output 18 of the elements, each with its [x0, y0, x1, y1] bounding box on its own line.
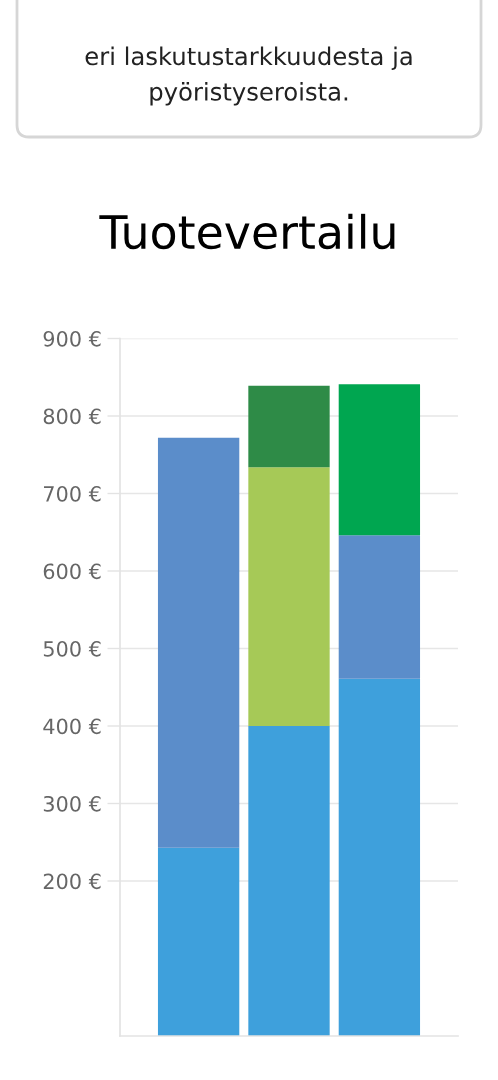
- y-tick-label: 800 €: [43, 408, 101, 425]
- bar: [248, 467, 330, 726]
- bar: [248, 385, 330, 468]
- y-tick-label: 400 €: [43, 718, 101, 735]
- bar: [248, 726, 330, 1036]
- bar: [338, 678, 421, 1036]
- y-tick-label: 500 €: [43, 640, 101, 657]
- bar: [157, 437, 240, 848]
- y-tick-label: 700 €: [44, 485, 101, 502]
- y-tick-label: 300 €: [43, 795, 101, 812]
- bar: [338, 535, 421, 679]
- y-tick-label: 600 €: [43, 563, 101, 580]
- y-tick-label: 900 €: [43, 330, 101, 347]
- chart-title: Tuotevertailu: [99, 213, 395, 250]
- y-tick-label: 200 €: [43, 873, 101, 890]
- text: eri laskutustarkkuudesta ja pyöristyseroista.: [85, 46, 412, 106]
- bar: [157, 847, 240, 1036]
- bar: [338, 384, 421, 536]
